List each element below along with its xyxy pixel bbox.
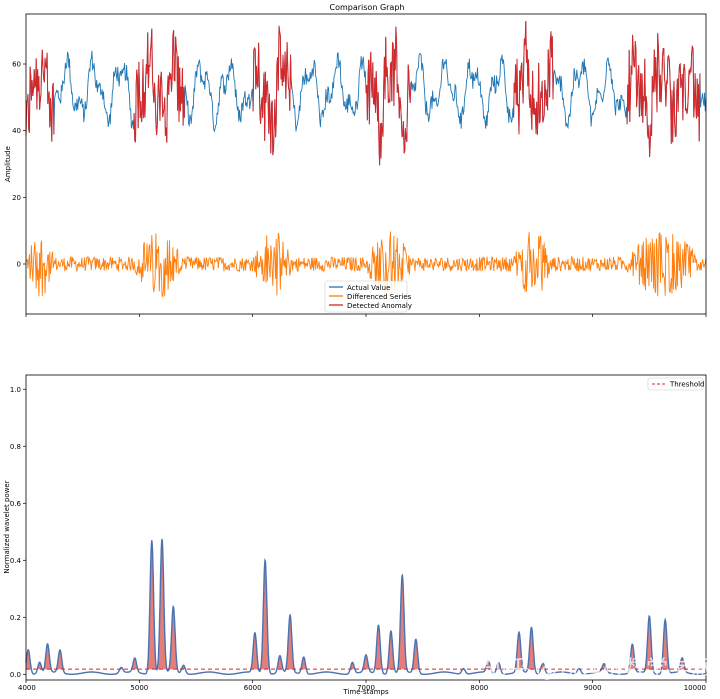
bottom-y-tick-label: 0.2 (10, 614, 21, 622)
top-y-tick-label: 40 (12, 127, 21, 135)
anomaly-fill-region (485, 661, 491, 670)
bottom-legend: Threshold (647, 377, 705, 391)
top-y-axis-label: Amplitude (4, 146, 12, 182)
series-differenced-line (25, 231, 707, 298)
top-panel: Comparison Graph 0 20 40 60 Amplitude Actua… (4, 3, 707, 317)
legend-label-differenced: Differenced Series (347, 293, 412, 301)
top-legend: Actual Value Differenced Series Detected… (324, 280, 412, 313)
series-detected-anomaly-segment (513, 21, 554, 135)
series-detected-anomaly-segment (252, 25, 293, 156)
anomaly-fill-region (276, 655, 283, 670)
series-detected-anomaly-segment (365, 26, 412, 166)
bottom-x-tick-label: 6000 (244, 684, 262, 692)
top-y-tick-label: 20 (12, 194, 21, 202)
bottom-y-tick-label: 0.0 (10, 671, 21, 679)
series-detected-anomaly-segment (626, 33, 701, 158)
series-detected-anomaly-segment (25, 49, 55, 142)
wavelet-power-line (25, 538, 707, 676)
top-axes-frame (25, 13, 707, 315)
bottom-y-tick-label: 1.0 (10, 386, 21, 394)
bottom-x-tick-label: 7000 (357, 684, 375, 692)
series-detected-anomaly-segment (133, 28, 185, 143)
top-ticks: 0 20 40 60 (12, 61, 707, 317)
bottom-y-tick-label: 0.8 (10, 443, 21, 451)
bottom-y-tick-label: 0.6 (10, 500, 22, 508)
top-y-tick-label: 60 (12, 61, 21, 69)
anomaly-fill-region (601, 663, 607, 670)
bottom-y-tick-label: 0.4 (10, 557, 22, 565)
anomaly-fill-region (301, 657, 307, 670)
bottom-legend-box (647, 377, 704, 391)
legend-label-threshold: Threshold (669, 381, 705, 389)
series-actual-value-line (25, 21, 707, 166)
anomaly-fill-region (661, 619, 669, 670)
bottom-plot-area (25, 538, 707, 676)
top-title: Comparison Graph (330, 3, 405, 12)
bottom-x-tick-label: 4000 (18, 684, 36, 692)
bottom-axes-frame (25, 374, 707, 681)
bottom-x-tick-label: 9000 (584, 684, 602, 692)
bottom-ticks: 0.0 0.2 0.4 0.6 0.8 1.0 4000 5000 6000 7000 8000 90… (10, 386, 707, 692)
bottom-panel: 0.0 0.2 0.4 0.6 0.8 1.0 4000 5000 6000 7000 8000 90… (3, 374, 712, 696)
bottom-x-tick-label: 5000 (130, 684, 148, 692)
bottom-x-tick-label: 10000 (684, 684, 706, 692)
legend-label-actual: Actual Value (347, 284, 390, 292)
anomaly-fill-region (56, 650, 64, 670)
anomaly-fill-region (131, 658, 138, 670)
anomaly-fill-region (515, 632, 523, 670)
anomaly-fill-region (679, 657, 685, 670)
bottom-x-tick-label: 8000 (470, 684, 488, 692)
top-plot-area (25, 21, 707, 298)
watermark: 知乎 @哥廷根数学学派 (485, 657, 712, 682)
anomaly-fill-region (251, 632, 259, 670)
anomaly-fill-region (44, 643, 52, 670)
legend-label-anomaly: Detected Anomaly (347, 302, 412, 310)
top-y-tick-label: 0 (17, 261, 21, 269)
bottom-y-axis-label: Normalized wavelet power (3, 480, 11, 573)
bottom-x-axis-label: Time-stamps (342, 688, 389, 696)
anomaly-fill-region (540, 662, 545, 670)
anomaly-fill-region (362, 654, 370, 670)
anomaly-fill-region (387, 631, 395, 670)
top-legend-box (324, 280, 408, 313)
